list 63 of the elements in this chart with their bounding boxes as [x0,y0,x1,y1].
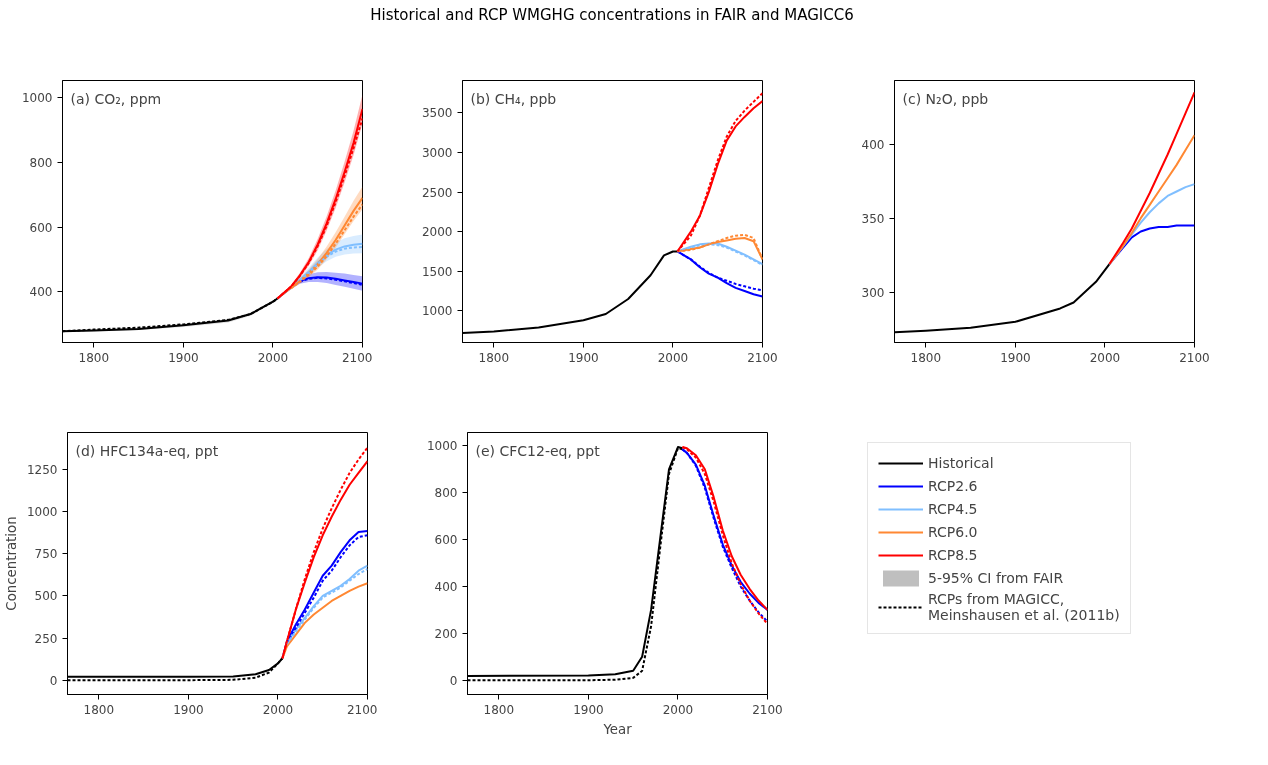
y-tick-label: 1250 [26,463,58,478]
y-tick-label: 800 [434,486,458,501]
y-tick-label: 250 [34,631,58,646]
line-series [285,567,368,645]
y-axis-title: Concentration [3,516,19,611]
annotation: (d) HFC134a-eq, ppt [75,442,219,459]
x-tick-label: 1900 [168,350,199,365]
x-tick-label: 1800 [478,350,510,365]
x-tick-label: 1800 [910,350,942,365]
annotation: (a) CO₂, ppm [70,90,162,107]
y-tick-label: 1000 [26,505,58,520]
chart-title: Historical and RCP WMGHG concentrations in FAIR and MAGICC6 [370,5,854,26]
y-tick-label: 400 [29,285,53,300]
x-axis-title: Year [602,721,633,737]
legend-label: RCPs from MAGICC, Meinshausen et al. (2011b) [928,591,1120,623]
x-tick-label: 1900 [573,702,604,717]
y-tick-label: 500 [34,589,58,604]
y-tick-label: 800 [29,155,53,170]
y-tick-label: 1000 [421,304,453,319]
legend-label: RCP8.5 [928,546,978,564]
y-tick-label: 1000 [426,439,458,454]
legend-label: 5-95% CI from FAIR [928,569,1064,587]
x-tick-label: 1800 [78,350,110,365]
legend-label: RCP6.0 [928,523,978,541]
annotation: (e) CFC12-eq, ppt [475,442,601,459]
x-tick-label: 2000 [1089,350,1121,365]
x-tick-label: 2000 [257,350,289,365]
y-tick-label: 3500 [421,106,453,121]
y-tick-label: 200 [434,626,458,641]
y-tick-label: 400 [861,137,885,152]
x-tick-label: 1800 [483,702,515,717]
legend-label: Historical [928,454,994,472]
x-tick-label: 2000 [262,702,294,717]
y-tick-label: 1000 [21,91,53,106]
y-tick-label: 600 [29,220,53,235]
legend-label: RCP2.6 [928,477,978,495]
x-tick-label: 2000 [657,350,689,365]
y-tick-label: 2000 [421,225,453,240]
x-tick-label: 1900 [173,702,204,717]
annotation: (b) CH₄, ppb [470,90,557,107]
x-tick-label: 1800 [83,702,115,717]
y-tick-label: 600 [434,533,458,548]
line-series [1108,91,1195,266]
y-tick-label: 1500 [421,264,453,279]
y-tick-label: 350 [861,211,885,226]
line-series [298,246,363,282]
y-tick-label: 2500 [421,185,453,200]
x-tick-label: 2100 [752,702,783,717]
y-tick-label: 3000 [421,146,453,161]
x-tick-label: 2100 [1179,350,1210,365]
y-tick-label: 400 [434,579,458,594]
x-tick-label: 2100 [346,702,378,717]
x-tick-label: 2100 [341,350,373,365]
x-tick-label: 2100 [747,350,778,365]
x-tick-label: 2000 [662,702,694,717]
legend-label: RCP4.5 [928,500,978,518]
y-tick-label: 0 [449,673,458,688]
y-tick-label: 300 [861,285,885,300]
annotation: (c) N₂O, ppb [902,90,989,107]
x-tick-label: 1900 [568,350,599,365]
y-tick-label: 750 [34,547,58,562]
y-tick-label: 0 [49,673,58,688]
x-tick-label: 1900 [1000,350,1031,365]
